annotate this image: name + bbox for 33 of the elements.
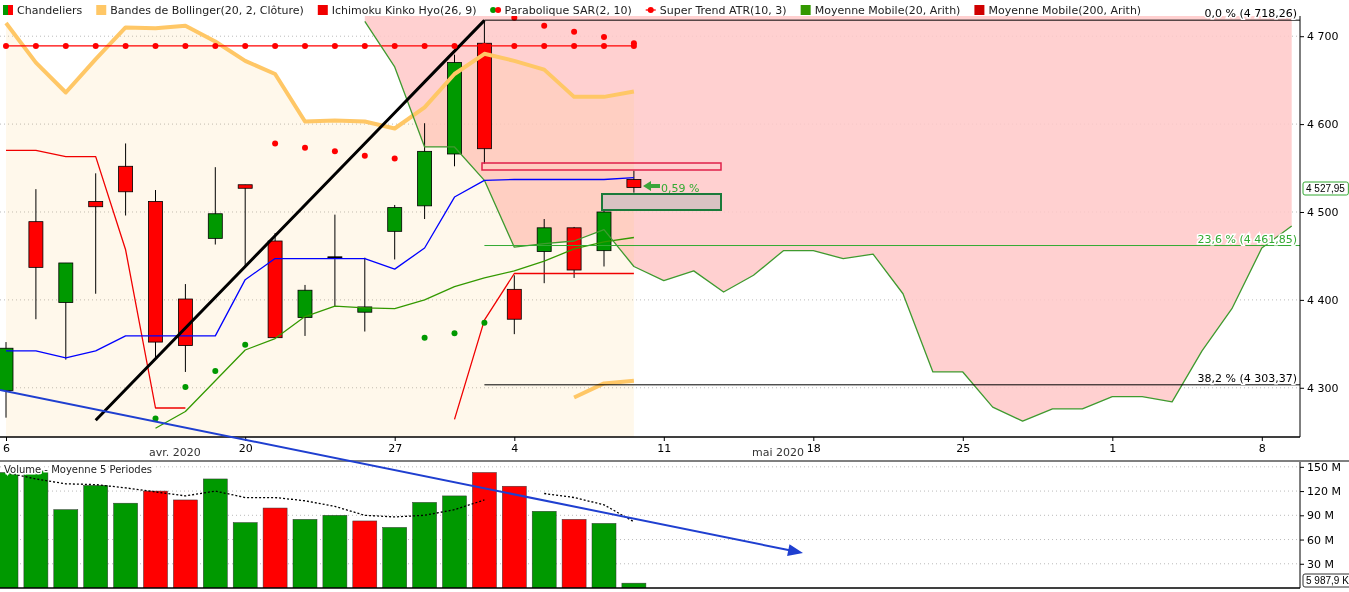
legend-label: Moyenne Mobile(20, Arith) xyxy=(814,4,961,17)
x-tick-label: 4 xyxy=(511,441,519,455)
x-tick-label: 27 xyxy=(388,441,403,455)
legend-label: Parabolique SAR(2, 10) xyxy=(504,4,632,17)
y-tick-label: 4 400 xyxy=(1307,293,1339,307)
text: avr. 2020 xyxy=(149,446,201,459)
text: 4 527,95 xyxy=(1306,183,1346,194)
x-tick-label: 6 xyxy=(3,441,10,455)
y-tick-label: 60 M xyxy=(1307,533,1334,547)
y-tick-label: 4 300 xyxy=(1307,381,1339,395)
ref-line-label: 0,0 % (4 718,26) xyxy=(1204,7,1297,21)
y-tick-label: 120 M xyxy=(1307,485,1341,499)
y-tick-label: 4 500 xyxy=(1307,206,1339,220)
y-tick-label: 4 700 xyxy=(1307,30,1339,44)
x-tick-label: 1 xyxy=(1109,441,1117,455)
legend-label: Ichimoku Kinko Hyo(26, 9) xyxy=(331,4,477,17)
x-tick-label: 18 xyxy=(806,441,821,455)
y-tick-label: 30 M xyxy=(1307,557,1334,571)
annotation: 0,59 % xyxy=(661,182,700,195)
x-tick-label: 8 xyxy=(1258,441,1266,455)
ref-line-label: 38,2 % (4 303,37) xyxy=(1197,371,1297,385)
x-tick-label: 20 xyxy=(238,441,253,455)
text: mai 2020 xyxy=(751,446,805,459)
y-tick-label: 90 M xyxy=(1307,509,1334,523)
x-tick-label: 25 xyxy=(956,441,971,455)
text: 5 987,9 K xyxy=(1306,575,1349,586)
legend-label: Bandes de Bollinger(20, 2, Clôture) xyxy=(110,4,304,17)
legend-label: Chandeliers xyxy=(17,4,83,17)
legend-label: Moyenne Mobile(200, Arith) xyxy=(988,4,1142,17)
legend-label: Super Trend ATR(10, 3) xyxy=(659,4,787,17)
y-tick-label: 4 600 xyxy=(1307,118,1339,132)
y-tick-label: 150 M xyxy=(1307,460,1341,474)
x-tick-label: 11 xyxy=(657,441,672,455)
